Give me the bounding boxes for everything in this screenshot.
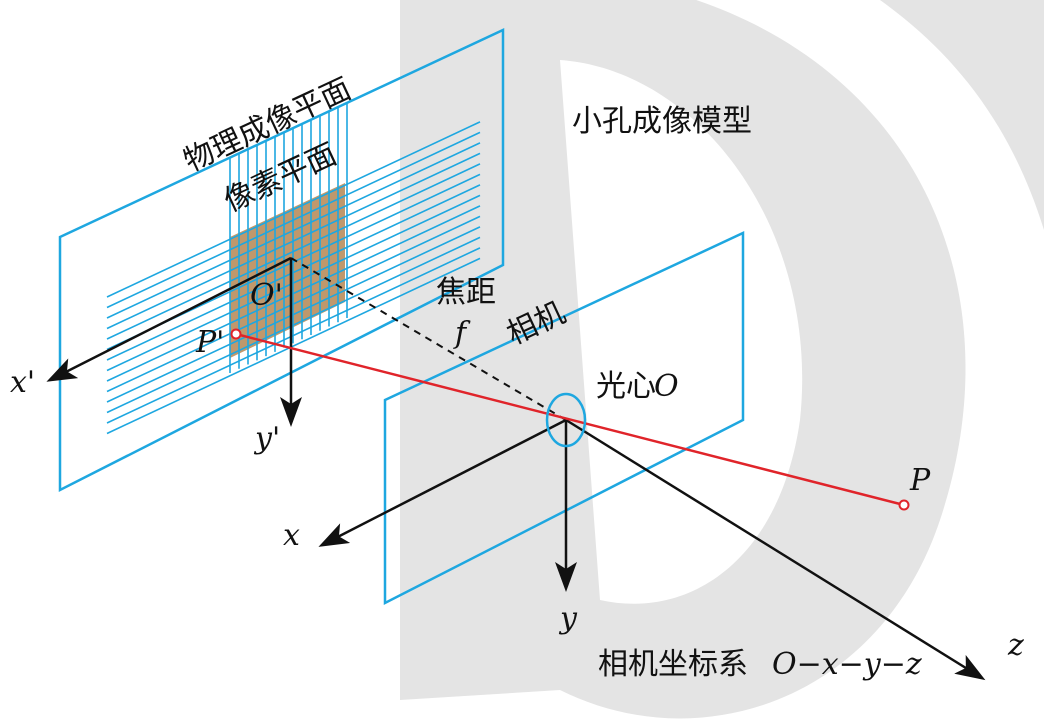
axis-z <box>565 418 986 681</box>
world-point-label: P <box>909 463 931 498</box>
image-point-label: P' <box>195 325 224 360</box>
optical-center-label: 光心 <box>596 369 656 404</box>
projection-ray <box>235 332 905 507</box>
camera-plane <box>383 231 745 606</box>
physical-imaging-plane <box>58 28 505 493</box>
model-title: 小孔成像模型 <box>572 104 752 139</box>
image-origin-label: O' <box>250 278 283 313</box>
pixel-grid-row-line <box>106 257 481 435</box>
camera-frame-label: 相机坐标系 <box>598 647 748 682</box>
axis-z-label: z <box>1007 628 1024 663</box>
axis-x-prime <box>46 256 292 382</box>
axis-x-label: x <box>283 518 300 553</box>
camera-frame-formula: O−x−y−z <box>772 647 922 682</box>
optical-center-aperture <box>545 392 587 448</box>
image-point-marker <box>230 328 242 340</box>
optical-center-symbol: O <box>654 369 679 404</box>
world-point-marker <box>898 499 910 511</box>
focal-length-label: 焦距 <box>436 275 496 310</box>
optical-axis-dashed <box>290 257 567 421</box>
pixel-plane-grid <box>106 102 481 435</box>
axis-x-prime-label: x' <box>10 365 35 400</box>
watermark-logo <box>400 0 1044 719</box>
axis-y-prime-label: y' <box>253 421 280 456</box>
axis-y-label: y <box>558 601 578 636</box>
axis-x <box>318 418 567 547</box>
